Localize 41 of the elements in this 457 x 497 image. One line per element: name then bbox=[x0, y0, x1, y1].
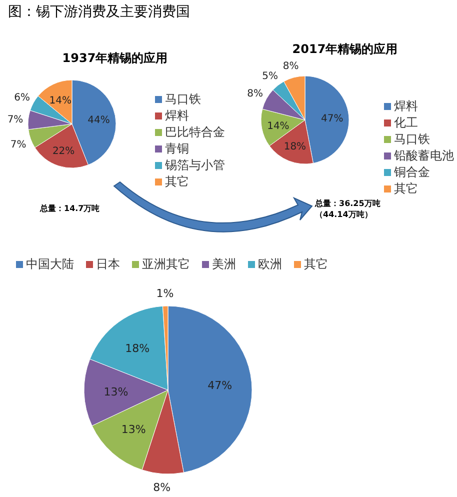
data-label: 47% bbox=[321, 113, 344, 124]
data-label: 5% bbox=[262, 70, 278, 82]
data-label: 44% bbox=[88, 114, 110, 126]
data-label: 1% bbox=[156, 287, 174, 300]
legend-label: 其它 bbox=[304, 257, 328, 271]
legend-label: 马口铁 bbox=[394, 132, 430, 146]
legend-label: 化工 bbox=[394, 116, 418, 130]
legend-label: 马口铁 bbox=[165, 92, 201, 106]
legend-label: 铅酸蓄电池 bbox=[393, 148, 454, 162]
text: 总量：14.7万吨 bbox=[39, 204, 100, 213]
legend-label: 焊料 bbox=[394, 99, 418, 113]
legend-label: 中国大陆 bbox=[26, 257, 74, 271]
data-label: 8% bbox=[247, 88, 263, 100]
legend-label: 青铜 bbox=[165, 142, 189, 156]
legend-label: 其它 bbox=[165, 174, 189, 188]
legend-label: 日本 bbox=[96, 257, 120, 271]
data-label: 7% bbox=[10, 139, 26, 150]
data-label: 13% bbox=[104, 386, 128, 399]
data-label: 13% bbox=[121, 423, 146, 436]
legend-label: 巴比特合金 bbox=[165, 125, 225, 139]
data-label: 8% bbox=[153, 480, 171, 494]
data-label: 18% bbox=[284, 141, 306, 152]
data-label: 14% bbox=[49, 95, 72, 106]
data-label: 8% bbox=[282, 60, 299, 72]
data-label: 47% bbox=[208, 379, 232, 392]
legend-label: 美洲 bbox=[212, 257, 236, 271]
data-label: 7% bbox=[7, 114, 24, 126]
legend-label: 铜合金 bbox=[393, 165, 430, 179]
text: 图：锡下游消费及主要消费国 bbox=[8, 4, 190, 20]
text: 总量：36.25万吨（44.14万吨） bbox=[314, 199, 380, 219]
chart-title: 2017年精锡的应用 bbox=[292, 42, 398, 56]
legend-label: 锡箔与小管 bbox=[164, 158, 225, 172]
legend-label: 亚洲其它 bbox=[142, 257, 190, 271]
data-label: 22% bbox=[52, 146, 75, 157]
data-label: 18% bbox=[125, 342, 150, 355]
legend-label: 其它 bbox=[394, 182, 418, 196]
legend-label: 欧洲 bbox=[258, 257, 282, 271]
data-label: 6% bbox=[14, 92, 30, 104]
data-label: 14% bbox=[267, 121, 290, 132]
legend-label: 焊料 bbox=[165, 108, 189, 122]
chart-title: 1937年精锡的应用 bbox=[62, 51, 168, 65]
